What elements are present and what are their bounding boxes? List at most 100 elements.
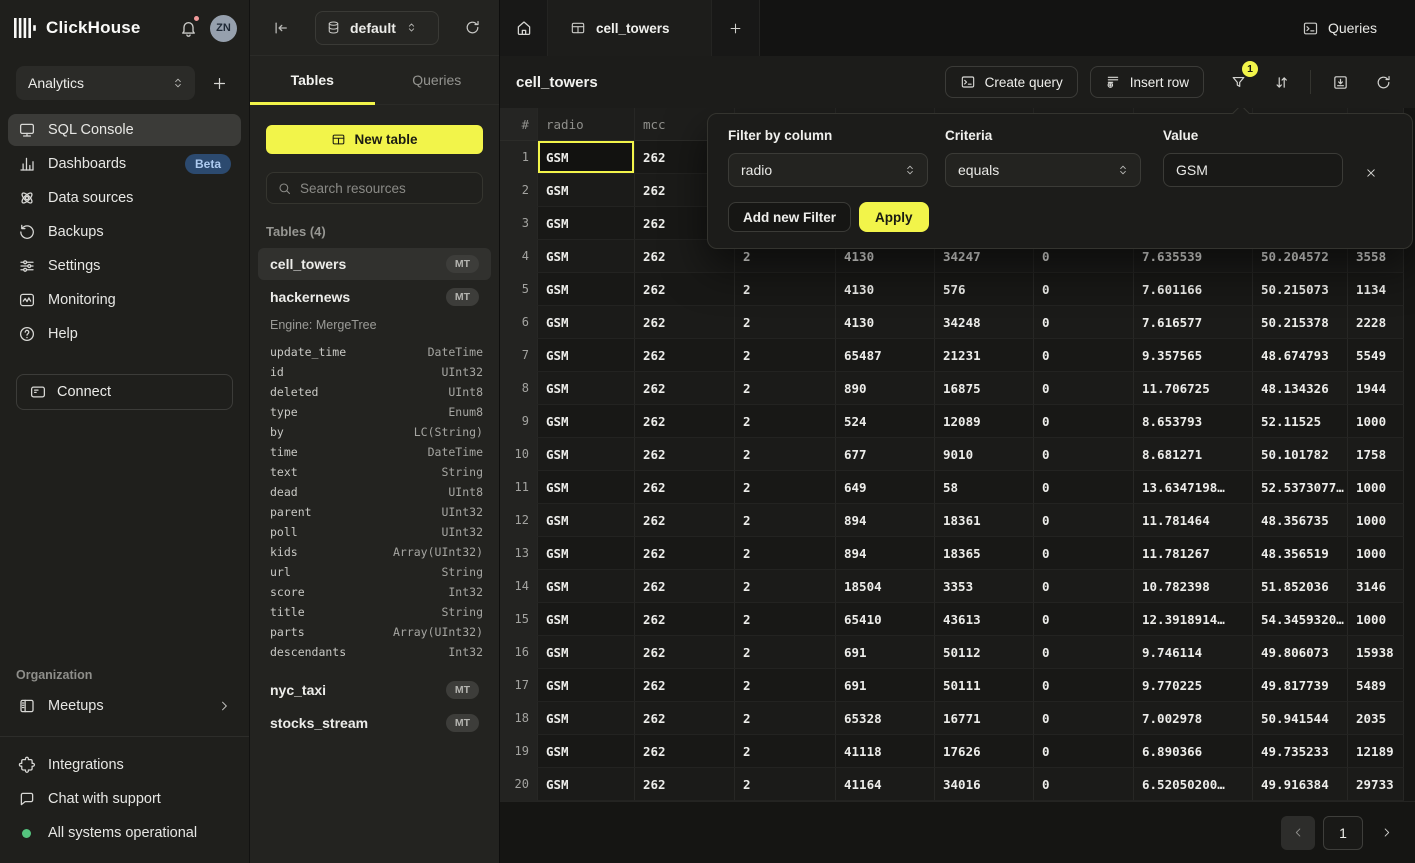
data-cell[interactable]: 0 [1034,570,1134,603]
data-cell[interactable]: 48.356519 [1253,537,1348,570]
data-cell[interactable]: GSM [538,339,635,372]
data-cell[interactable]: 50111 [935,669,1034,702]
data-cell[interactable]: 0 [1034,735,1134,768]
data-cell[interactable]: GSM [538,570,635,603]
sort-button[interactable] [1267,68,1295,96]
data-cell[interactable]: 262 [635,636,735,669]
data-cell[interactable]: 6.890366 [1134,735,1253,768]
row-number[interactable]: 17 [500,669,538,702]
sidebar-item-help[interactable]: Help [8,318,241,350]
row-number[interactable]: 4 [500,240,538,273]
filter-value-input[interactable] [1163,153,1343,187]
data-cell[interactable]: 2 [735,372,836,405]
data-cell[interactable]: 0 [1034,702,1134,735]
create-query-button[interactable]: Create query [945,66,1078,98]
data-cell[interactable]: GSM [538,372,635,405]
data-cell[interactable]: 54.3459320… [1253,603,1348,636]
data-cell[interactable]: 0 [1034,339,1134,372]
data-cell[interactable]: GSM [538,702,635,735]
row-number[interactable]: 20 [500,768,538,801]
data-cell[interactable]: 2 [735,636,836,669]
sidebar-item-integrations[interactable]: Integrations [8,749,241,781]
data-cell[interactable]: 16771 [935,702,1034,735]
data-cell[interactable]: GSM [538,603,635,636]
column-header[interactable]: radio [538,108,635,141]
avatar[interactable]: ZN [210,15,237,42]
data-cell[interactable]: 65487 [836,339,935,372]
data-cell[interactable]: 43613 [935,603,1034,636]
data-cell[interactable]: 262 [635,537,735,570]
data-cell[interactable]: 9.746114 [1134,636,1253,669]
data-cell[interactable]: 12189 [1348,735,1404,768]
data-cell[interactable]: 262 [635,603,735,636]
filter-criteria-select[interactable]: equals [945,153,1141,187]
data-cell[interactable]: 49.806073 [1253,636,1348,669]
data-cell[interactable]: 2 [735,438,836,471]
data-cell[interactable]: 52.11525 [1253,405,1348,438]
filter-button[interactable]: 1 [1224,68,1252,96]
data-cell[interactable]: GSM [538,768,635,801]
sidebar-item-monitoring[interactable]: Monitoring [8,284,241,316]
data-cell[interactable]: 48.356735 [1253,504,1348,537]
insert-row-button[interactable]: Insert row [1090,66,1204,98]
collapse-panel-button[interactable] [272,19,290,37]
data-cell[interactable]: 262 [635,504,735,537]
row-number[interactable]: 19 [500,735,538,768]
data-cell[interactable]: 262 [635,339,735,372]
data-cell[interactable]: GSM [538,735,635,768]
data-cell[interactable]: 2 [735,537,836,570]
data-cell[interactable]: 8.653793 [1134,405,1253,438]
data-cell[interactable]: 0 [1034,273,1134,306]
data-cell[interactable]: 0 [1034,306,1134,339]
apply-filter-button[interactable]: Apply [859,202,929,232]
data-cell[interactable]: 649 [836,471,935,504]
row-number[interactable]: 8 [500,372,538,405]
data-cell[interactable]: GSM [538,405,635,438]
search-input[interactable] [300,181,472,196]
data-cell[interactable]: 262 [635,570,735,603]
data-cell[interactable]: GSM [538,240,635,273]
home-button[interactable] [500,0,548,56]
data-cell[interactable]: 29733 [1348,768,1404,801]
data-cell[interactable]: 262 [635,306,735,339]
data-cell[interactable]: GSM [538,537,635,570]
data-cell[interactable]: 41118 [836,735,935,768]
sidebar-item-backups[interactable]: Backups [8,216,241,248]
data-cell[interactable]: 9.357565 [1134,339,1253,372]
row-number[interactable]: 3 [500,207,538,240]
database-select[interactable]: default [315,11,439,45]
data-cell[interactable]: 576 [935,273,1034,306]
data-cell[interactable]: 262 [635,702,735,735]
data-cell[interactable]: 0 [1034,372,1134,405]
data-cell[interactable]: GSM [538,207,635,240]
data-cell[interactable]: 1000 [1348,504,1404,537]
current-page-indicator[interactable]: 1 [1323,816,1363,850]
row-number[interactable]: 15 [500,603,538,636]
data-cell[interactable]: 2 [735,702,836,735]
row-number[interactable]: 1 [500,141,538,174]
data-cell[interactable]: 1000 [1348,537,1404,570]
data-cell[interactable]: 2 [735,504,836,537]
data-cell[interactable]: 894 [836,504,935,537]
notifications-bell-icon[interactable] [176,16,200,40]
data-cell[interactable]: GSM [538,504,635,537]
data-cell[interactable]: GSM [538,306,635,339]
data-cell[interactable]: 0 [1034,669,1134,702]
data-cell[interactable]: GSM [538,174,635,207]
data-cell[interactable]: 1000 [1348,603,1404,636]
data-cell[interactable]: 2 [735,669,836,702]
clickhouse-logo[interactable]: ClickHouse [14,18,141,38]
row-number[interactable]: 11 [500,471,538,504]
data-cell[interactable]: 49.817739 [1253,669,1348,702]
data-cell[interactable]: 1000 [1348,471,1404,504]
workspace-select[interactable]: Analytics [16,66,195,100]
data-cell[interactable]: 34248 [935,306,1034,339]
data-cell[interactable]: 65410 [836,603,935,636]
tab-queries[interactable]: Queries [375,56,500,104]
sidebar-item-data-sources[interactable]: Data sources [8,182,241,214]
data-cell[interactable]: 1000 [1348,405,1404,438]
data-cell[interactable]: 5549 [1348,339,1404,372]
download-button[interactable] [1326,68,1354,96]
data-cell[interactable]: 0 [1034,471,1134,504]
data-cell[interactable]: 262 [635,405,735,438]
